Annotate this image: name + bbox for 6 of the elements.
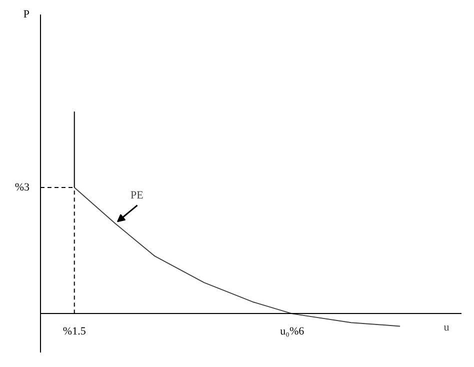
x-tick-label: u₀%6 [280, 326, 305, 338]
annotation: %3 [14, 182, 30, 194]
annotation: PE [130, 190, 144, 202]
text: P [23, 8, 30, 20]
x-axis-title: u [444, 322, 450, 334]
x-tick-label: %1.5 [62, 326, 86, 338]
